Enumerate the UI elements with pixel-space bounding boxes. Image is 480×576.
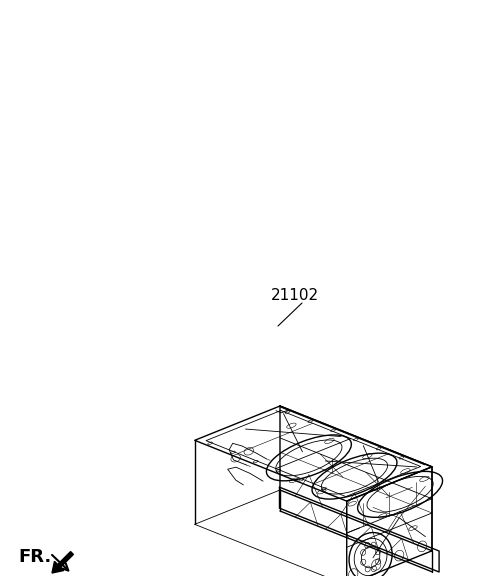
- Text: FR.: FR.: [18, 548, 51, 566]
- Text: 21102: 21102: [271, 288, 319, 303]
- FancyArrow shape: [52, 552, 73, 573]
